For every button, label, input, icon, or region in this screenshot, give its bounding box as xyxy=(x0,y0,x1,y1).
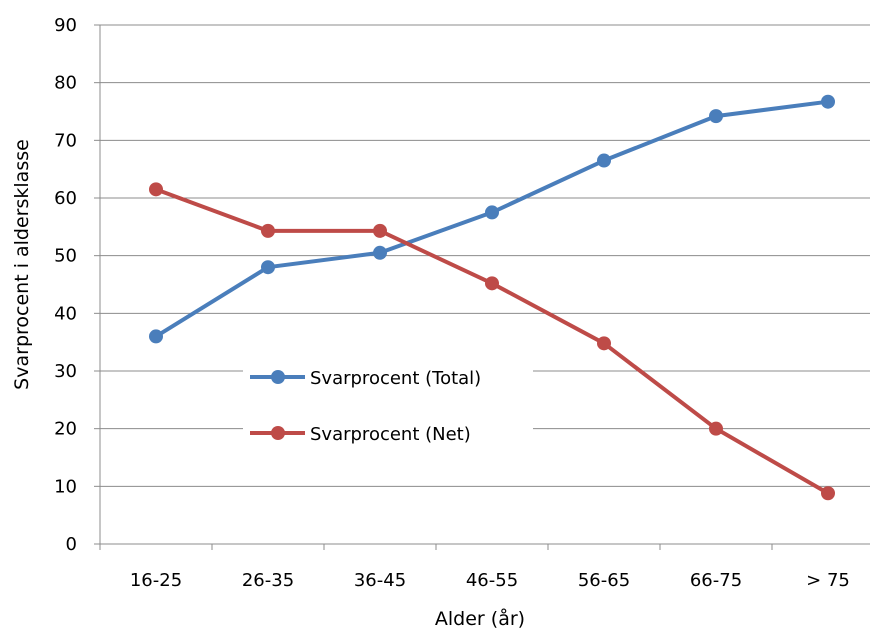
y-tick-label: 10 xyxy=(54,476,77,497)
data-point xyxy=(821,486,835,501)
x-tick-label: 16-25 xyxy=(130,570,182,591)
data-point xyxy=(261,260,275,275)
x-tick-label: > 75 xyxy=(806,570,850,591)
x-tick-label: 56-65 xyxy=(578,570,630,591)
y-tick-label: 50 xyxy=(54,246,77,267)
y-tick-label: 30 xyxy=(54,361,77,382)
y-tick-label: 0 xyxy=(66,534,77,555)
y-tick-label: 80 xyxy=(54,73,77,94)
x-tick-label: 66-75 xyxy=(690,570,742,591)
data-point xyxy=(821,94,835,109)
axes xyxy=(94,24,870,550)
data-point xyxy=(149,329,163,344)
x-tick-label: 46-55 xyxy=(466,570,518,591)
data-point xyxy=(597,336,611,351)
x-tick-label: 26-35 xyxy=(242,570,294,591)
series-total xyxy=(149,94,835,344)
x-tick-labels: 16-25 26-35 36-45 46-55 56-65 66-75 > 75 xyxy=(130,570,850,591)
data-point xyxy=(373,223,387,238)
y-tick-label: 70 xyxy=(54,130,77,151)
legend-swatch-marker xyxy=(271,426,285,440)
series-net xyxy=(149,182,835,501)
y-tick-label: 60 xyxy=(54,188,77,209)
data-point xyxy=(709,109,723,124)
legend-label: Svarprocent (Net) xyxy=(310,424,471,445)
series-group xyxy=(149,94,835,501)
data-point xyxy=(149,182,163,197)
data-point xyxy=(597,153,611,168)
data-point xyxy=(485,205,499,220)
y-axis-title: Svarprocent i aldersklasse xyxy=(11,139,33,390)
y-tick-label: 20 xyxy=(54,419,77,440)
data-point xyxy=(709,421,723,436)
legend-label: Svarprocent (Total) xyxy=(310,368,481,389)
y-tick-label: 40 xyxy=(54,303,77,324)
x-tick-label: 36-45 xyxy=(354,570,406,591)
y-tick-labels: 0 10 20 30 40 50 60 70 80 90 xyxy=(54,15,77,555)
data-point xyxy=(261,223,275,238)
data-point xyxy=(485,276,499,291)
gridlines xyxy=(100,24,870,487)
legend-swatch-marker xyxy=(271,370,285,384)
y-tick-label: 90 xyxy=(54,15,77,36)
data-point xyxy=(373,245,387,260)
legend: Svarprocent (Total) Svarprocent (Net) xyxy=(243,357,533,449)
x-axis-title: Alder (år) xyxy=(435,607,525,630)
